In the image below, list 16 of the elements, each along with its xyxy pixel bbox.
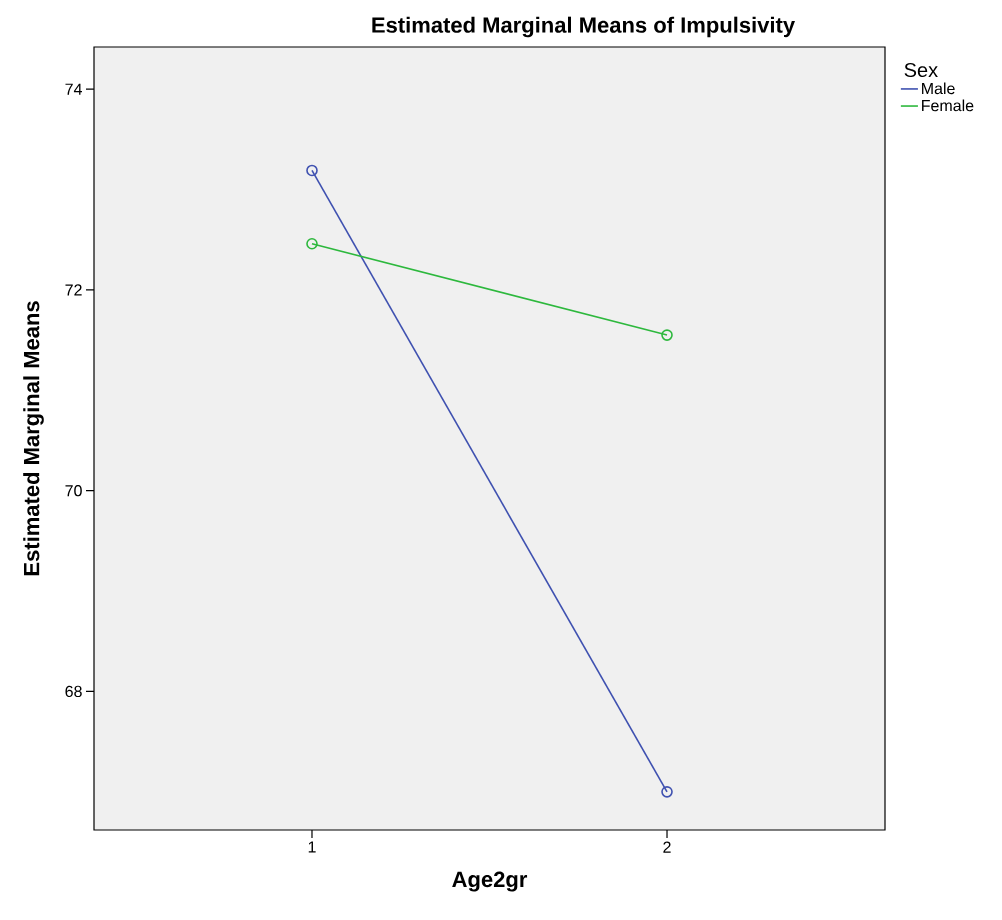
chart-title: Estimated Marginal Means of Impulsivity bbox=[372, 16, 795, 38]
x-tick-label: 1 bbox=[308, 841, 316, 853]
point bbox=[306, 164, 318, 177]
point bbox=[661, 786, 673, 798]
y-tick-label: 68 bbox=[65, 685, 82, 698]
y-tick-label: 70 bbox=[65, 485, 82, 497]
y-axis-title: Estimated Marginal Means bbox=[23, 301, 44, 576]
y-tick-label: 74 bbox=[65, 83, 82, 95]
legend-label: Female bbox=[922, 99, 974, 112]
y-tick-label: 72 bbox=[65, 284, 82, 296]
x-tick-label: 2 bbox=[663, 841, 671, 853]
point bbox=[661, 329, 673, 341]
legend-label: Male bbox=[922, 82, 955, 95]
x-axis-title: Age2gr bbox=[452, 871, 528, 892]
legend-title: Sex bbox=[904, 62, 938, 78]
point bbox=[306, 237, 318, 250]
